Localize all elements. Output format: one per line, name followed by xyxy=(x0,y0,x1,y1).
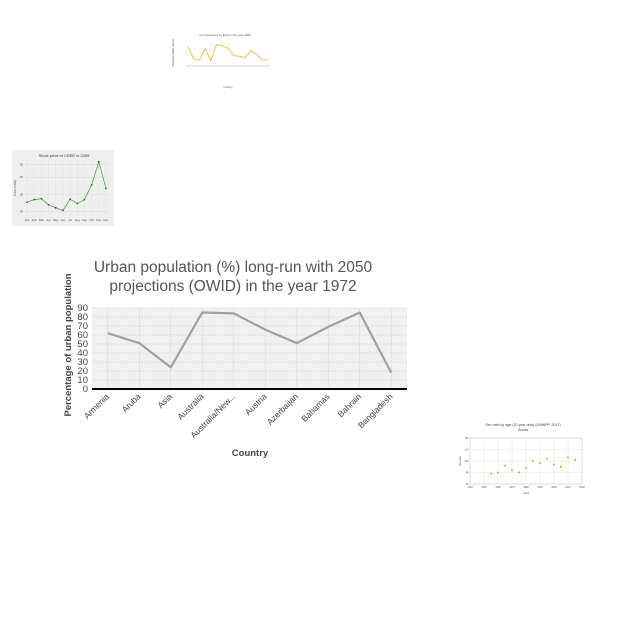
y-tick-label: 40 xyxy=(77,348,88,359)
y-axis-label: Emissions (million tonnes) xyxy=(172,39,175,67)
x-tick-label: Nov xyxy=(96,218,102,222)
x-tick-label: Austria xyxy=(243,391,269,417)
data-point xyxy=(560,465,562,468)
y-axis-label: Percentage of urban population xyxy=(63,273,74,416)
y-tick-label: 90 xyxy=(77,303,88,314)
x-tick-label: 1980 xyxy=(523,486,529,489)
plot-frame xyxy=(469,437,583,485)
series-line xyxy=(107,311,393,374)
chart-title-line: projections (OWID) in the year 1972 xyxy=(109,278,356,295)
x-tick-label: Armenia xyxy=(82,391,112,421)
y-tick-label: 110 xyxy=(465,448,469,451)
data-point xyxy=(69,198,71,201)
sex-ratio-chart: Sex ratio by age (20 year olds) (UNWPP, … xyxy=(458,423,585,495)
y-tick-label: 100 xyxy=(465,460,470,463)
x-tick-label: Bahrain xyxy=(335,391,363,419)
chart-title: Sex ratio by age (20 year olds) (UNWPP, … xyxy=(485,423,560,427)
chart-title: CO₂ Emissions by Entity in the year 1980 xyxy=(199,33,251,37)
x-tick-label: 1990 xyxy=(537,486,543,489)
x-tick-label: Apr xyxy=(46,218,50,222)
x-axis-label: Country xyxy=(232,448,269,459)
x-tick-label: 2000 xyxy=(551,486,557,489)
y-tick-label: 24 xyxy=(20,210,24,214)
y-tick-label: 70 xyxy=(77,321,88,332)
y-tick-label: 50 xyxy=(77,339,88,350)
y-tick-label: 120 xyxy=(465,437,470,440)
urban-population-chart: Urban population (%) long-run with 2050 p… xyxy=(63,259,407,459)
data-point xyxy=(518,471,520,474)
y-tick-label: 60 xyxy=(77,330,88,341)
x-tick-label: Dec xyxy=(104,218,110,222)
data-point xyxy=(525,466,527,469)
y-axis-label: Sex ratio xyxy=(458,455,462,466)
x-axis-label: Years xyxy=(523,491,530,495)
series-line xyxy=(26,160,107,211)
data-point xyxy=(504,464,506,467)
x-tick-label: Bahamas xyxy=(299,391,331,423)
data-point xyxy=(40,197,43,200)
y-tick-label: 20 xyxy=(77,366,88,377)
data-point xyxy=(511,469,513,472)
data-point xyxy=(497,471,499,474)
stock-price-chart: Stock price of CREE in 2009 Price (USD) 24… xyxy=(12,150,114,226)
x-tick-label: 2010 xyxy=(565,486,571,489)
x-tick-label: 1970 xyxy=(509,486,515,489)
y-tick-label: 28 xyxy=(20,192,24,196)
data-point xyxy=(574,458,576,461)
series-line xyxy=(187,44,269,62)
x-tick-label: Jul xyxy=(68,218,72,222)
data-point xyxy=(47,203,50,206)
x-tick-label: Jun xyxy=(61,218,66,222)
chart-title: Stock price of CREE in 2009 xyxy=(39,153,90,158)
x-tick-label: May xyxy=(53,218,59,222)
chart-subtitle: Aruba xyxy=(518,428,528,432)
data-point xyxy=(532,460,534,462)
data-point xyxy=(54,206,57,209)
data-point xyxy=(83,198,86,201)
data-point xyxy=(33,198,36,201)
x-tick-label: Azerbaijan xyxy=(265,391,301,427)
x-tick-label: 1940 xyxy=(467,486,473,489)
data-point xyxy=(567,456,569,459)
x-tick-label: Feb xyxy=(32,218,37,222)
data-point xyxy=(539,462,541,465)
data-point xyxy=(90,184,93,186)
x-tick-label: Sep xyxy=(82,218,87,222)
co2-emissions-chart: CO₂ Emissions by Entity in the year 1980… xyxy=(172,33,270,89)
y-tick-label: 10 xyxy=(77,375,88,386)
data-point xyxy=(490,472,492,475)
y-tick-label: 90 xyxy=(466,471,469,474)
data-point xyxy=(76,202,79,205)
x-tick-label: 1950 xyxy=(481,486,487,489)
x-axis-label: Country xyxy=(223,85,233,89)
x-tick-label: Aug xyxy=(75,218,80,222)
x-tick-label: Australia xyxy=(175,391,206,422)
y-tick-label: 32 xyxy=(20,175,24,179)
data-point xyxy=(553,463,555,466)
x-tick-label: Oct xyxy=(89,218,94,222)
x-tick-label: Jan xyxy=(25,218,30,222)
data-point xyxy=(26,201,28,204)
data-point xyxy=(97,160,100,163)
data-point xyxy=(62,209,64,212)
x-tick-label: 2020 xyxy=(579,486,585,489)
data-point xyxy=(105,187,107,190)
x-tick-label: Asia xyxy=(155,391,174,410)
x-tick-label: Aruba xyxy=(120,391,143,414)
y-tick-label: 35 xyxy=(20,162,24,166)
y-tick-label: 80 xyxy=(77,312,88,323)
x-tick-label: 1960 xyxy=(495,486,501,489)
chart-title-line: Urban population (%) long-run with 2050 xyxy=(94,259,373,276)
x-tick-label: Mar xyxy=(39,218,44,222)
y-tick-label: 30 xyxy=(77,357,88,368)
y-axis-label: Price (USD) xyxy=(13,180,17,196)
data-point xyxy=(546,457,548,460)
y-tick-label: 0 xyxy=(83,384,88,395)
y-tick-label: 80 xyxy=(466,483,469,486)
